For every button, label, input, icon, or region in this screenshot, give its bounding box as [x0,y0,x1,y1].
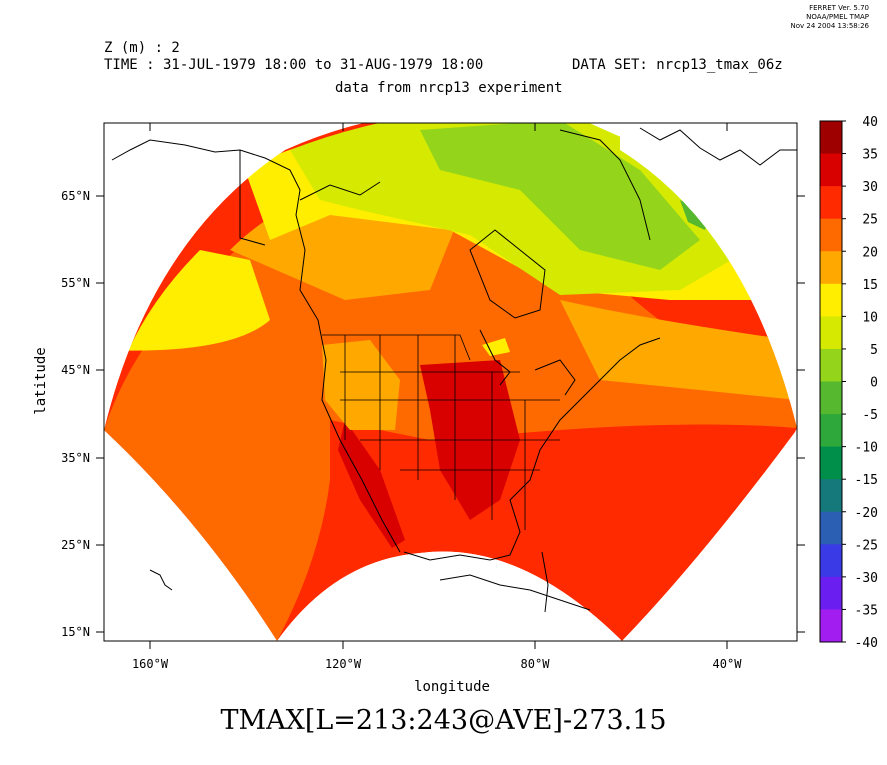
colorbar-label: 10 [862,310,878,325]
coastlines [111,127,797,613]
plot-subtitle: data from nrcp13 experiment [335,80,563,96]
colorbar-swatch [820,414,842,448]
colorbar-label: -30 [855,571,878,586]
temperature-field [104,123,797,641]
y-tick-labels: 65°N 55°N 45°N 35°N 25°N 15°N [61,189,90,639]
colorbar-swatch [820,479,842,513]
colorbar-swatch [820,153,842,187]
colorbar-label: -35 [855,603,878,618]
colorbar-label: 40 [862,115,878,130]
region-yellow-west [104,250,270,430]
x-axis-label: longitude [414,679,490,695]
y-tick-45n: 45°N [61,363,90,377]
colorbar: 40 35 30 25 20 15 10 5 0 -5 -10 -15 -20 -25 -30 -35 -40 [819,115,878,651]
ferret-credit: FERRET Ver. 5.70 NOAA/PMEL TMAP Nov 24 2… [791,4,870,31]
y-axis-label: latitude [33,347,49,414]
colorbar-label: -40 [855,636,878,651]
colorbar-swatch [820,576,842,610]
region-green-greenland [420,123,700,270]
credit-date: Nov 24 2004 13:58:26 [790,22,870,30]
colorbar-label: -15 [855,473,878,488]
region-amber-east [560,300,797,400]
x-tick-labels: 160°W 120°W 80°W 40°W [132,657,742,671]
region-amber-rockies [322,340,400,430]
colorbar-swatch [820,544,842,578]
colorbar-label: 15 [862,278,878,293]
colorbar-swatch [820,511,842,545]
colorbar-swatch [820,218,842,252]
x-tick-120w: 120°W [325,657,362,671]
colorbar-label: 30 [862,180,878,195]
plot-frame [103,122,798,642]
region-lake-superior [482,338,510,356]
colorbar-label: -10 [855,441,878,456]
y-tick-55n: 55°N [61,276,90,290]
colorbar-label: 20 [862,245,878,260]
colorbar-swatch [820,446,842,480]
y-tick-35n: 35°N [61,451,90,465]
colorbar-label: 5 [870,343,878,358]
x-tick-160w: 160°W [132,657,169,671]
colorbar-swatch [820,251,842,285]
y-tick-25n: 25°N [61,538,90,552]
region-darkred-southwest [338,420,405,548]
colorbar-label: -5 [862,408,878,423]
colorbar-label: -20 [855,506,878,521]
axis-ticks [96,123,805,649]
colorbar-label: 0 [870,376,878,391]
colorbar-swatch [820,381,842,415]
y-tick-65n: 65°N [61,189,90,203]
z-level-label: Z (m) : 2 [104,40,180,56]
variable-expression: TMAX[L=213:243@AVE]-273.15 [220,705,667,736]
time-range-label: TIME : 31-JUL-1979 18:00 to 31-AUG-1979 … [104,57,484,73]
colorbar-label: -25 [855,538,878,553]
colorbar-label: 25 [862,213,878,228]
colorbar-swatch [820,348,842,382]
colorbar-swatch [820,283,842,317]
colorbar-swatch [820,121,842,155]
y-tick-15n: 15°N [61,625,90,639]
dataset-label: DATA SET: nrcp13_tmax_06z [572,57,783,73]
credit-version: FERRET Ver. 5.70 [809,4,869,12]
colorbar-label: 35 [862,148,878,163]
outside-projection [104,123,797,641]
colorbar-swatch [820,609,842,643]
colorbar-swatch [820,186,842,220]
x-tick-40w: 40°W [713,657,743,671]
colorbar-swatch [820,316,842,350]
state-borders [322,334,560,530]
x-tick-80w: 80°W [521,657,551,671]
credit-org: NOAA/PMEL TMAP [806,13,869,21]
